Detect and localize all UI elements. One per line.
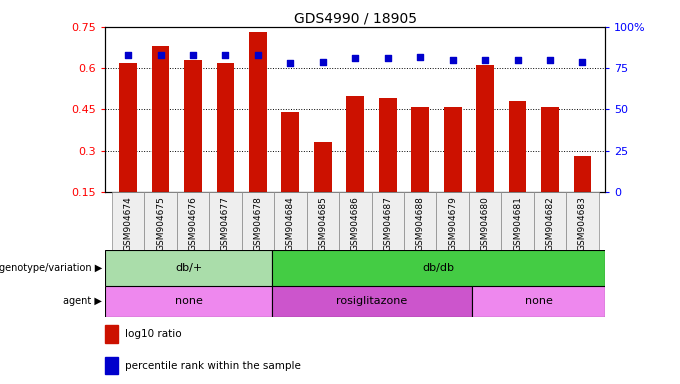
Point [122,52,133,58]
Bar [339,192,371,250]
Text: GSM904684: GSM904684 [286,197,295,252]
Bar [241,192,274,250]
Text: db/db: db/db [422,263,455,273]
Text: GSM904687: GSM904687 [384,197,392,252]
Bar [509,101,526,192]
Bar [307,192,339,250]
Text: GSM904681: GSM904681 [513,197,522,252]
Bar [566,192,598,250]
Point [188,52,199,58]
Bar [209,192,241,250]
Text: GSM904685: GSM904685 [318,197,327,252]
Bar [573,156,592,192]
Text: GSM904677: GSM904677 [221,197,230,252]
Text: GSM904683: GSM904683 [578,197,587,252]
Point [382,55,393,61]
Point [350,55,361,61]
Bar [249,32,267,192]
Point [155,52,166,58]
Bar [472,286,605,317]
Text: GSM904678: GSM904678 [254,197,262,252]
Bar [274,192,307,250]
Text: none: none [525,296,552,306]
Point [577,58,588,65]
Bar [105,325,118,343]
Bar [272,250,605,286]
Text: agent ▶: agent ▶ [63,296,102,306]
Bar [105,357,118,374]
Bar [144,192,177,250]
Bar [404,192,437,250]
Bar [444,107,462,192]
Point [545,57,556,63]
Point [415,53,426,60]
Text: percentile rank within the sample: percentile rank within the sample [124,361,301,371]
Bar [112,192,144,250]
Bar [282,112,299,192]
Point [220,52,231,58]
Point [479,57,490,63]
Text: none: none [175,296,203,306]
Bar [371,192,404,250]
Text: log10 ratio: log10 ratio [124,329,182,339]
Text: GSM904679: GSM904679 [448,197,457,252]
Bar [105,286,272,317]
Bar [379,98,396,192]
Bar [437,192,469,250]
Bar [272,286,472,317]
Bar [177,192,209,250]
Bar [476,65,494,192]
Bar [119,63,137,192]
Point [318,58,328,65]
Text: GSM904686: GSM904686 [351,197,360,252]
Bar [314,142,332,192]
Bar [541,107,559,192]
Bar [411,107,429,192]
Bar [105,250,272,286]
Text: GSM904674: GSM904674 [124,197,133,252]
Point [285,60,296,66]
Bar [216,63,235,192]
Text: GSM904682: GSM904682 [545,197,554,252]
Point [447,57,458,63]
Text: rosiglitazone: rosiglitazone [337,296,407,306]
Point [252,52,263,58]
Bar [346,96,364,192]
Text: GSM904680: GSM904680 [481,197,490,252]
Title: GDS4990 / 18905: GDS4990 / 18905 [294,12,417,26]
Text: GSM904688: GSM904688 [415,197,425,252]
Point [512,57,523,63]
Bar [534,192,566,250]
Bar [469,192,501,250]
Text: genotype/variation ▶: genotype/variation ▶ [0,263,102,273]
Bar [152,46,169,192]
Text: db/+: db/+ [175,263,203,273]
Bar [501,192,534,250]
Text: GSM904675: GSM904675 [156,197,165,252]
Text: GSM904676: GSM904676 [188,197,197,252]
Bar [184,60,202,192]
